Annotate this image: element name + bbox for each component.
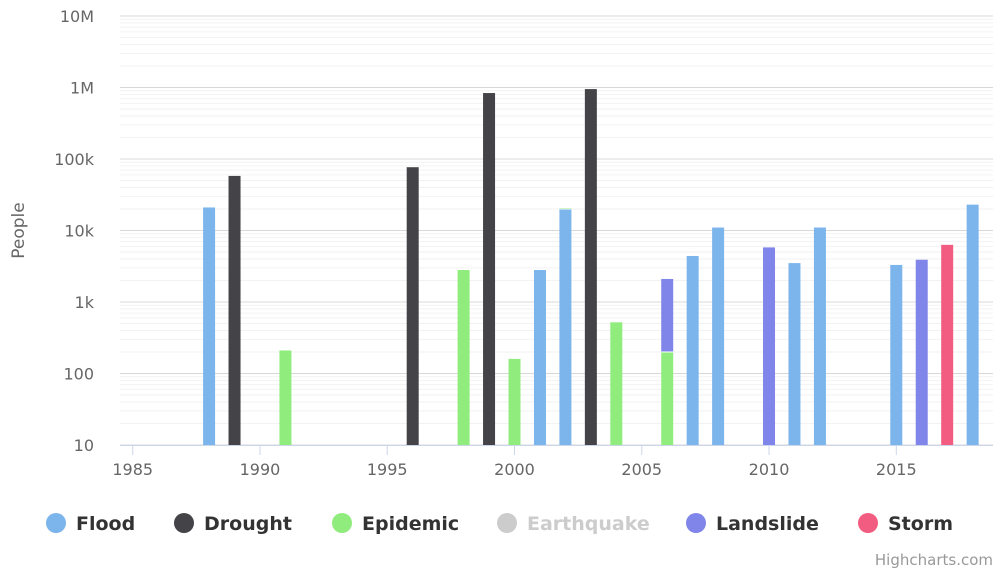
legend-marker: [497, 513, 517, 533]
bar-drought-1996[interactable]: [407, 167, 419, 445]
x-tick-label: 2015: [876, 460, 917, 479]
legend-item-flood[interactable]: Flood: [46, 513, 135, 535]
x-tick-label: 1985: [112, 460, 153, 479]
x-tick-label: 1995: [367, 460, 408, 479]
legend-label: Drought: [204, 513, 292, 535]
bar-landslide-2010[interactable]: [763, 247, 775, 445]
bar-flood-1988[interactable]: [203, 207, 215, 445]
axis-layer: 10 100 1k 10k 100k 1M 10M People 1985 1990 1995 200…: [9, 7, 993, 479]
legend: Flood Drought Epidemic Earthquake Landslide S…: [46, 513, 953, 535]
bar-landslide-2016[interactable]: [916, 260, 928, 445]
x-tick-label: 2010: [749, 460, 790, 479]
y-tick-label: 100k: [54, 150, 95, 169]
legend-item-epidemic[interactable]: Epidemic: [332, 513, 459, 535]
bar-flood-2008[interactable]: [712, 228, 724, 445]
bar-flood-2015[interactable]: [890, 265, 902, 445]
x-tick-label: 2000: [494, 460, 535, 479]
x-tick-label: 1990: [240, 460, 281, 479]
bar-flood-2011[interactable]: [788, 263, 800, 445]
y-tick-label: 100: [63, 365, 94, 384]
grid-layer: [120, 16, 993, 445]
legend-marker: [686, 513, 706, 533]
legend-label: Earthquake: [527, 513, 650, 535]
bar-epidemic-2000[interactable]: [509, 359, 521, 445]
legend-item-earthquake[interactable]: Earthquake: [497, 513, 650, 535]
y-tick-label: 1M: [70, 79, 94, 98]
bar-flood-2018[interactable]: [967, 205, 979, 445]
bar-landslide-2006[interactable]: [661, 279, 673, 352]
legend-label: Storm: [888, 513, 953, 535]
x-tick-label: 2005: [621, 460, 662, 479]
legend-item-landslide[interactable]: Landslide: [686, 513, 819, 535]
legend-marker: [174, 513, 194, 533]
legend-item-drought[interactable]: Drought: [174, 513, 292, 535]
bar-drought-1999[interactable]: [483, 93, 495, 445]
credits-link[interactable]: Highcharts.com: [875, 551, 993, 569]
legend-marker: [332, 513, 352, 533]
legend-item-storm[interactable]: Storm: [858, 513, 953, 535]
bar-epidemic-2004[interactable]: [610, 322, 622, 445]
legend-label: Landslide: [716, 513, 819, 535]
y-tick-label: 10: [74, 436, 94, 455]
y-tick-label: 10k: [64, 222, 94, 241]
bar-storm-2017[interactable]: [941, 245, 953, 445]
y-tick-label: 10M: [60, 7, 94, 26]
bars-layer: [203, 89, 979, 445]
bar-epidemic-1991[interactable]: [279, 350, 291, 445]
legend-marker: [46, 513, 66, 533]
bar-epidemic-2006[interactable]: [661, 352, 673, 445]
bar-flood-2007[interactable]: [687, 256, 699, 445]
legend-marker: [858, 513, 878, 533]
y-axis-title: People: [9, 202, 29, 258]
y-tick-label: 1k: [75, 293, 95, 312]
bar-flood-2001[interactable]: [534, 270, 546, 445]
bar-epidemic-1998[interactable]: [458, 270, 470, 445]
legend-label: Flood: [76, 513, 135, 535]
bar-drought-1989[interactable]: [229, 176, 241, 445]
bar-drought-2003[interactable]: [585, 89, 597, 445]
legend-label: Epidemic: [362, 513, 459, 535]
bar-flood-2012[interactable]: [814, 228, 826, 445]
bar-flood-2002[interactable]: [559, 209, 571, 445]
